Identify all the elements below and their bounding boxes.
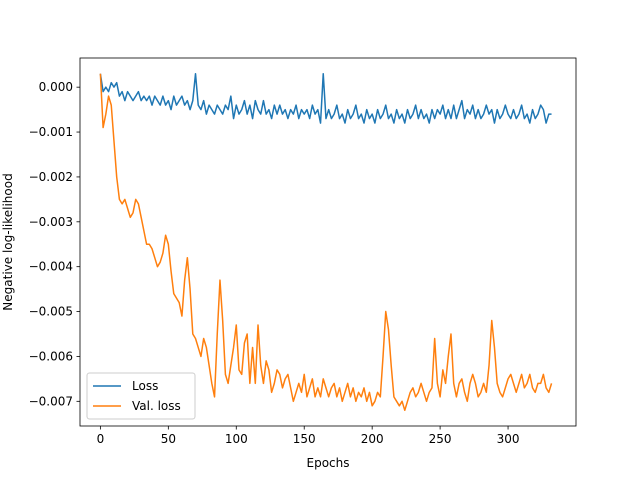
y-tick-label: −0.006 — [29, 349, 73, 363]
y-tick-label: −0.001 — [29, 125, 73, 139]
x-tick-label: 150 — [293, 432, 316, 446]
legend: Loss Val. loss — [86, 372, 196, 420]
axes: 0 50 100 150 200 250 300 0.000 −0.001 −0.002 −0.00… — [29, 57, 577, 446]
x-tick-label: 100 — [225, 432, 248, 446]
x-tick-label: 200 — [361, 432, 384, 446]
series-layer — [99, 72, 553, 412]
y-tick-label: −0.005 — [29, 305, 73, 319]
x-tick-label: 50 — [161, 432, 176, 446]
y-tick-label: −0.007 — [29, 394, 73, 408]
plot-area — [99, 72, 553, 412]
legend-label: Loss — [132, 379, 158, 393]
series-line-val-loss — [99, 73, 553, 412]
y-tick-label: −0.002 — [29, 170, 73, 184]
legend-label: Val. loss — [132, 399, 181, 413]
y-axis-label: Negative log-likelihood — [1, 173, 15, 310]
x-tick-label: 300 — [497, 432, 520, 446]
y-tick-label: −0.004 — [29, 260, 73, 274]
y-tick-label: −0.003 — [29, 215, 73, 229]
x-tick-label: 0 — [97, 432, 105, 446]
x-axis-label: Epochs — [307, 456, 350, 470]
legend-box — [86, 372, 196, 420]
axes-frame — [79, 57, 577, 427]
x-tick-label: 250 — [429, 432, 452, 446]
series-line-loss — [99, 72, 552, 124]
y-tick-label: 0.000 — [39, 80, 73, 94]
